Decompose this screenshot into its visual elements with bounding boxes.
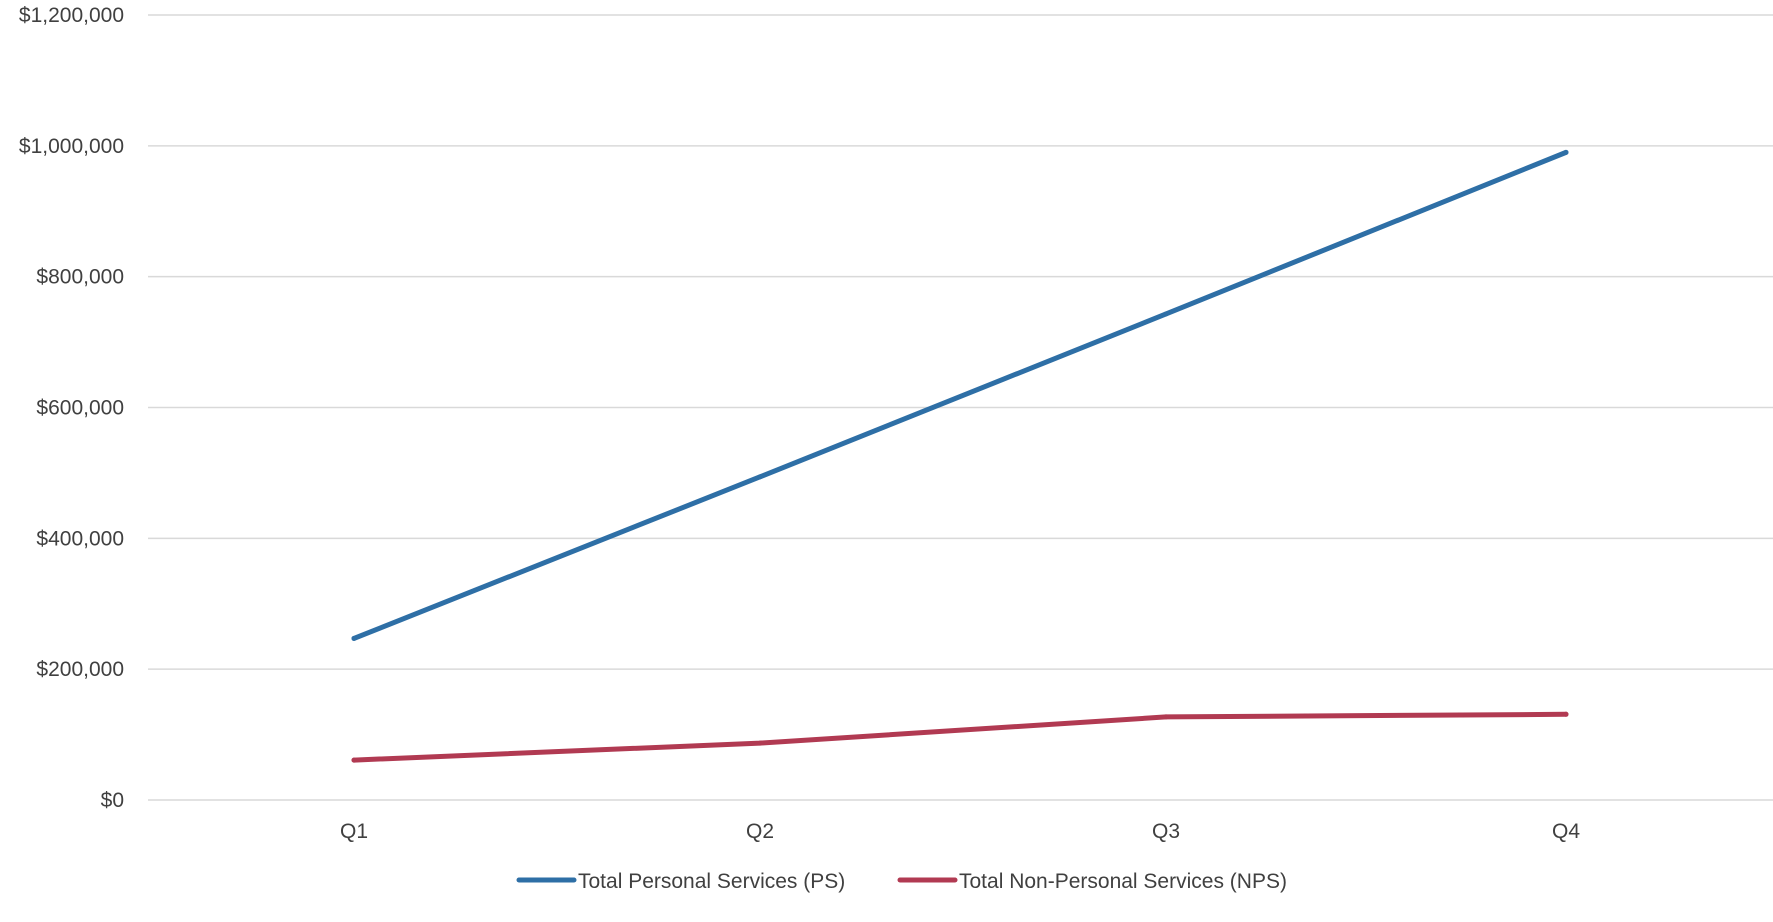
data-point — [757, 740, 763, 746]
y-tick-label: $600,000 — [36, 397, 124, 420]
data-point — [1563, 149, 1569, 155]
y-tick-label: $1,200,000 — [19, 4, 124, 27]
y-axis-tick-labels: $0 $200,000 $400,000 $600,000 $800,000 $1,000… — [19, 4, 124, 812]
legend-item: Total Non-Personal Services (NPS) — [897, 870, 1287, 893]
data-point — [1163, 714, 1169, 720]
legend-label: Total Personal Services (PS) — [578, 870, 845, 893]
x-tick-label: Q3 — [1152, 820, 1180, 843]
legend-label: Total Non-Personal Services (NPS) — [959, 870, 1287, 893]
y-tick-label: $400,000 — [36, 527, 124, 550]
y-tick-label: $1,000,000 — [19, 135, 124, 158]
x-axis-tick-labels: Q1 Q2 Q3 Q4 — [340, 820, 1580, 843]
legend-item: Total Personal Services (PS) — [516, 870, 845, 893]
y-tick-label: $0 — [101, 789, 124, 812]
data-point — [1163, 311, 1169, 317]
series-line-0 — [351, 149, 1569, 641]
y-tick-label: $800,000 — [36, 266, 124, 289]
x-tick-label: Q2 — [746, 820, 774, 843]
data-point — [757, 474, 763, 480]
data-point — [1563, 711, 1569, 717]
legend: Total Personal Services (PS) Total Non-Pe… — [516, 870, 1287, 893]
x-tick-label: Q4 — [1552, 820, 1580, 843]
y-tick-label: $200,000 — [36, 658, 124, 681]
gridlines — [148, 14, 1773, 801]
data-point — [351, 635, 357, 641]
series-lines — [351, 149, 1569, 763]
data-point — [351, 757, 357, 763]
series-line-1 — [351, 711, 1569, 763]
x-tick-label: Q1 — [340, 820, 368, 843]
